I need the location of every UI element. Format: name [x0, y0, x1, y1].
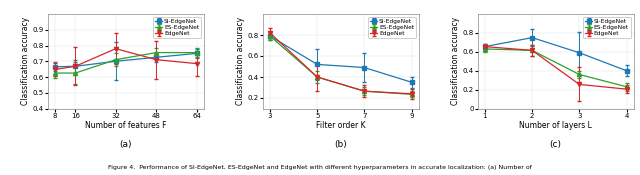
Y-axis label: Classification accuracy: Classification accuracy — [236, 17, 244, 105]
Text: (b): (b) — [335, 140, 347, 149]
Y-axis label: Classification accuracy: Classification accuracy — [21, 17, 30, 105]
Y-axis label: Classification accuracy: Classification accuracy — [451, 17, 460, 105]
Legend: SI-EdgeNet, ES-EdgeNet, EdgeNet: SI-EdgeNet, ES-EdgeNet, EdgeNet — [583, 17, 630, 38]
Legend: SI-EdgeNet, ES-EdgeNet, EdgeNet: SI-EdgeNet, ES-EdgeNet, EdgeNet — [154, 17, 201, 38]
Text: (c): (c) — [550, 140, 562, 149]
Legend: SI-EdgeNet, ES-EdgeNet, EdgeNet: SI-EdgeNet, ES-EdgeNet, EdgeNet — [369, 17, 416, 38]
X-axis label: Number of features F: Number of features F — [85, 121, 166, 130]
X-axis label: Filter order K: Filter order K — [316, 121, 365, 130]
Text: Figure 4.  Performance of SI-EdgeNet, ES-EdgeNet and EdgeNet with different hype: Figure 4. Performance of SI-EdgeNet, ES-… — [108, 166, 532, 170]
Text: (a): (a) — [120, 140, 132, 149]
X-axis label: Number of layers L: Number of layers L — [519, 121, 592, 130]
